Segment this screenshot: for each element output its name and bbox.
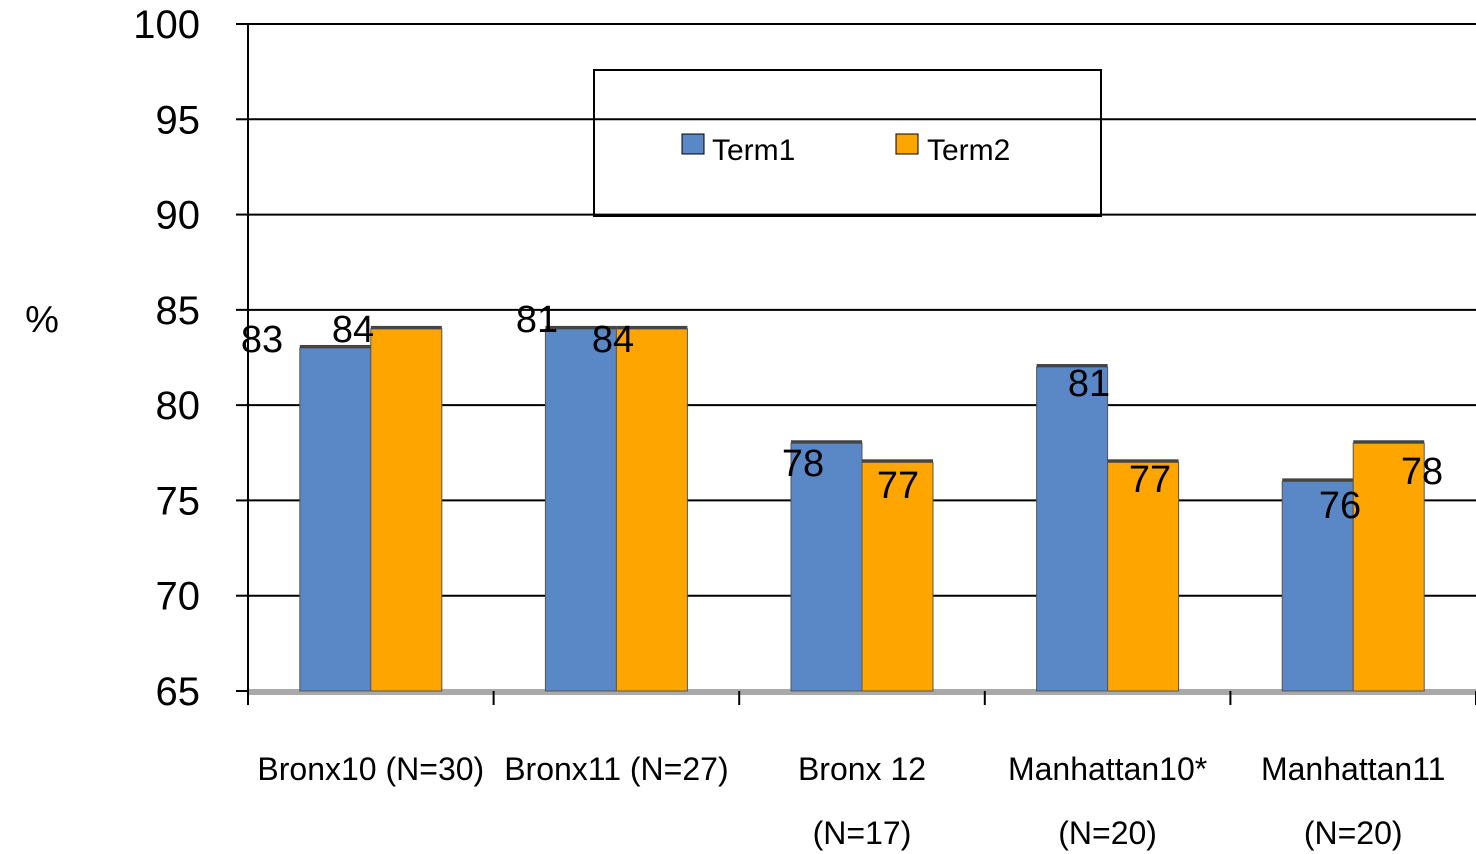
data-label: 81 [516,299,558,341]
bar-term2 [861,461,934,692]
bar-term2 [370,328,443,692]
bar-top-edge [862,459,933,463]
data-label: 77 [877,465,919,507]
x-category-label: Bronx10 (N=30) [257,751,484,787]
gridlines [248,23,1476,695]
data-label: 78 [782,443,824,485]
y-tick-label: 80 [156,384,201,428]
data-label: 84 [592,319,634,361]
y-tick-label: 90 [156,194,201,238]
bar-term2 [615,328,688,692]
y-tick-label: 75 [156,479,201,523]
bar-term1 [1036,366,1109,692]
bar-top-edge [545,325,617,329]
bar-top-edge [1107,459,1179,463]
bar-top-edge [791,440,862,444]
bars [299,325,1425,692]
x-category-label: (N=17) [813,815,912,851]
bar-term2 [1107,461,1180,692]
y-tick-labels: 65 70 75 80 85 90 95 100 [133,3,200,714]
x-category-label: Bronx 12 [798,751,926,787]
data-label: 78 [1401,451,1443,493]
y-axis-label: % [25,299,59,341]
data-label: 77 [1129,459,1171,501]
x-category-label: Bronx11 (N=27) [504,751,728,787]
axes [236,23,1476,705]
bar-top-edge [1353,440,1425,444]
legend-swatch-term2 [895,133,919,155]
x-category-label: (N=20) [1058,815,1157,851]
data-label: 76 [1319,485,1361,527]
y-tick-label: 100 [133,3,200,47]
bar-top-edge [616,325,688,329]
legend-box [593,69,1102,217]
bar-top-edge [1036,364,1108,368]
bar-top-edge [370,325,442,329]
legend-label-term1: Term1 [712,134,795,167]
data-labels: 83 81 78 81 76 84 84 77 77 78 [241,299,1443,527]
bar-top-edge [299,344,371,348]
bar-term1 [299,347,372,692]
legend-label-term2: Term2 [927,134,1010,167]
data-label: 83 [241,319,283,361]
bar-top-edge [1282,478,1354,482]
x-category-label: (N=20) [1304,815,1403,851]
x-category-label: Manhattan11 [1261,751,1445,787]
data-label: 81 [1068,363,1110,405]
y-tick-label: 65 [156,670,201,714]
y-tick-label: 85 [156,289,201,333]
y-tick-label: 95 [156,98,201,142]
plot-floor [248,689,1476,695]
y-tick-label: 70 [156,575,201,619]
legend-swatch-term1 [681,133,705,155]
x-category-labels: Bronx10 (N=30) Bronx11 (N=27) Bronx 12 (N=1… [257,751,1445,851]
legend: Term1 Term2 [593,69,1102,217]
bar-term1 [790,442,863,692]
x-category-label: Manhattan10* [1008,751,1207,787]
bar-term2 [1352,442,1425,692]
bar-term1 [544,328,617,692]
data-label: 84 [332,309,374,351]
